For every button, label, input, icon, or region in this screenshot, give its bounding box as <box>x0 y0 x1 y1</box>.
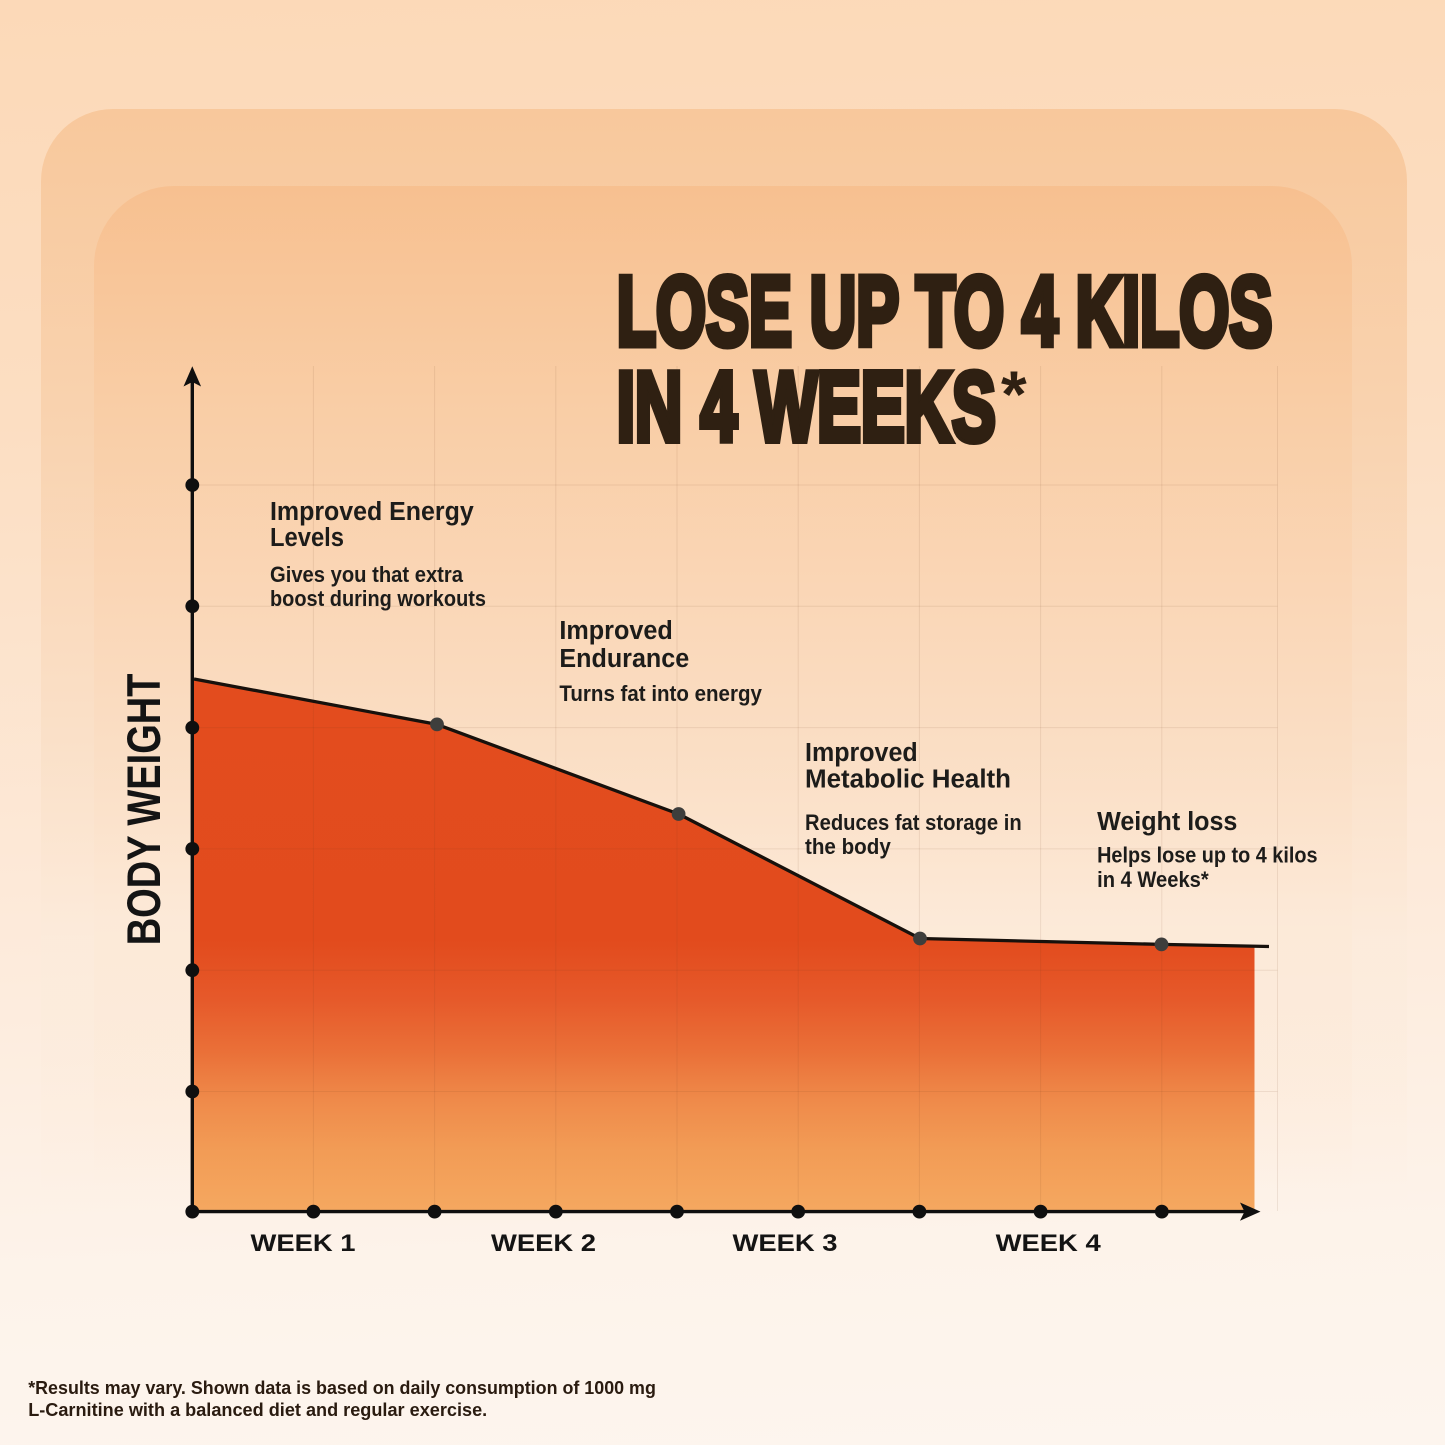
svg-text:Helps lose up to 4 kilos: Helps lose up to 4 kilos <box>1097 843 1317 868</box>
svg-text:IN 4 WEEKS: IN 4 WEEKS <box>617 352 996 462</box>
svg-text:Turns fat into energy: Turns fat into energy <box>559 681 762 706</box>
svg-text:BODY WEIGHT: BODY WEIGHT <box>118 673 171 945</box>
svg-text:LOSE UP TO 4 KILOS: LOSE UP TO 4 KILOS <box>617 256 1273 366</box>
svg-text:L-Carnitine with a balanced di: L-Carnitine with a balanced diet and reg… <box>28 1399 487 1420</box>
svg-text:Metabolic Health: Metabolic Health <box>805 764 1011 794</box>
svg-text:the body: the body <box>805 834 891 859</box>
svg-text:Endurance: Endurance <box>559 643 689 673</box>
svg-text:WEEK 3: WEEK 3 <box>733 1231 838 1257</box>
svg-text:Weight loss: Weight loss <box>1097 806 1237 836</box>
svg-text:WEEK 1: WEEK 1 <box>251 1231 356 1257</box>
svg-text:WEEK 2: WEEK 2 <box>491 1231 596 1257</box>
svg-text:WEEK 4: WEEK 4 <box>996 1231 1102 1257</box>
svg-text:Gives you that extra: Gives you that extra <box>270 562 464 587</box>
svg-text:Reduces fat storage in: Reduces fat storage in <box>805 810 1022 835</box>
svg-text:Improved: Improved <box>805 737 918 767</box>
svg-text:Improved Energy: Improved Energy <box>270 496 474 526</box>
svg-text:Improved: Improved <box>559 615 672 645</box>
svg-text:*: * <box>1001 357 1027 431</box>
svg-text:boost during workouts: boost during workouts <box>270 586 486 611</box>
svg-text:Levels: Levels <box>270 522 344 552</box>
svg-text:*Results may vary. Shown data: *Results may vary. Shown data is based o… <box>28 1377 656 1398</box>
svg-text:in 4 Weeks*: in 4 Weeks* <box>1097 867 1209 892</box>
